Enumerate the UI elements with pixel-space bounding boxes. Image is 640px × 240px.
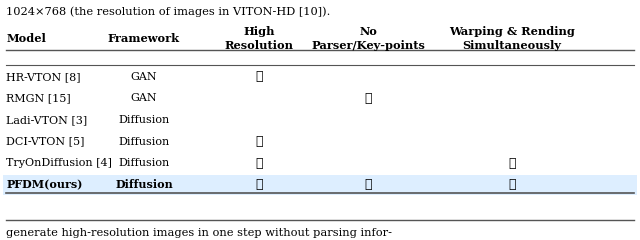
Text: Diffusion: Diffusion <box>118 158 170 168</box>
Text: GAN: GAN <box>131 93 157 103</box>
Text: ✓: ✓ <box>364 92 372 105</box>
Text: Diffusion: Diffusion <box>118 137 170 147</box>
Text: Model: Model <box>6 33 46 44</box>
Text: High
Resolution: High Resolution <box>225 26 294 51</box>
Text: HR-VTON [8]: HR-VTON [8] <box>6 72 81 82</box>
Text: Warping & Rending
Simultaneously: Warping & Rending Simultaneously <box>449 26 575 51</box>
Text: generate high-resolution images in one step without parsing infor-: generate high-resolution images in one s… <box>6 228 392 238</box>
Text: ✓: ✓ <box>255 135 263 148</box>
Text: PFDM(ours): PFDM(ours) <box>6 179 83 190</box>
Text: Diffusion: Diffusion <box>115 179 173 190</box>
Text: ✓: ✓ <box>508 178 516 191</box>
Text: ✓: ✓ <box>508 157 516 170</box>
FancyBboxPatch shape <box>3 175 637 195</box>
Text: Diffusion: Diffusion <box>118 115 170 125</box>
Text: ✓: ✓ <box>364 178 372 191</box>
Text: DCI-VTON [5]: DCI-VTON [5] <box>6 137 85 147</box>
Text: GAN: GAN <box>131 72 157 82</box>
Text: ✓: ✓ <box>255 70 263 83</box>
Text: 1024×768 (the resolution of images in VITON-HD [10]).: 1024×768 (the resolution of images in VI… <box>6 6 331 17</box>
Text: No
Parser/Key-points: No Parser/Key-points <box>311 26 425 51</box>
Text: ✓: ✓ <box>255 157 263 170</box>
Text: Framework: Framework <box>108 33 180 44</box>
Text: RMGN [15]: RMGN [15] <box>6 93 71 103</box>
Text: TryOnDiffusion [4]: TryOnDiffusion [4] <box>6 158 113 168</box>
Text: ✓: ✓ <box>255 178 263 191</box>
Text: Ladi-VTON [3]: Ladi-VTON [3] <box>6 115 88 125</box>
